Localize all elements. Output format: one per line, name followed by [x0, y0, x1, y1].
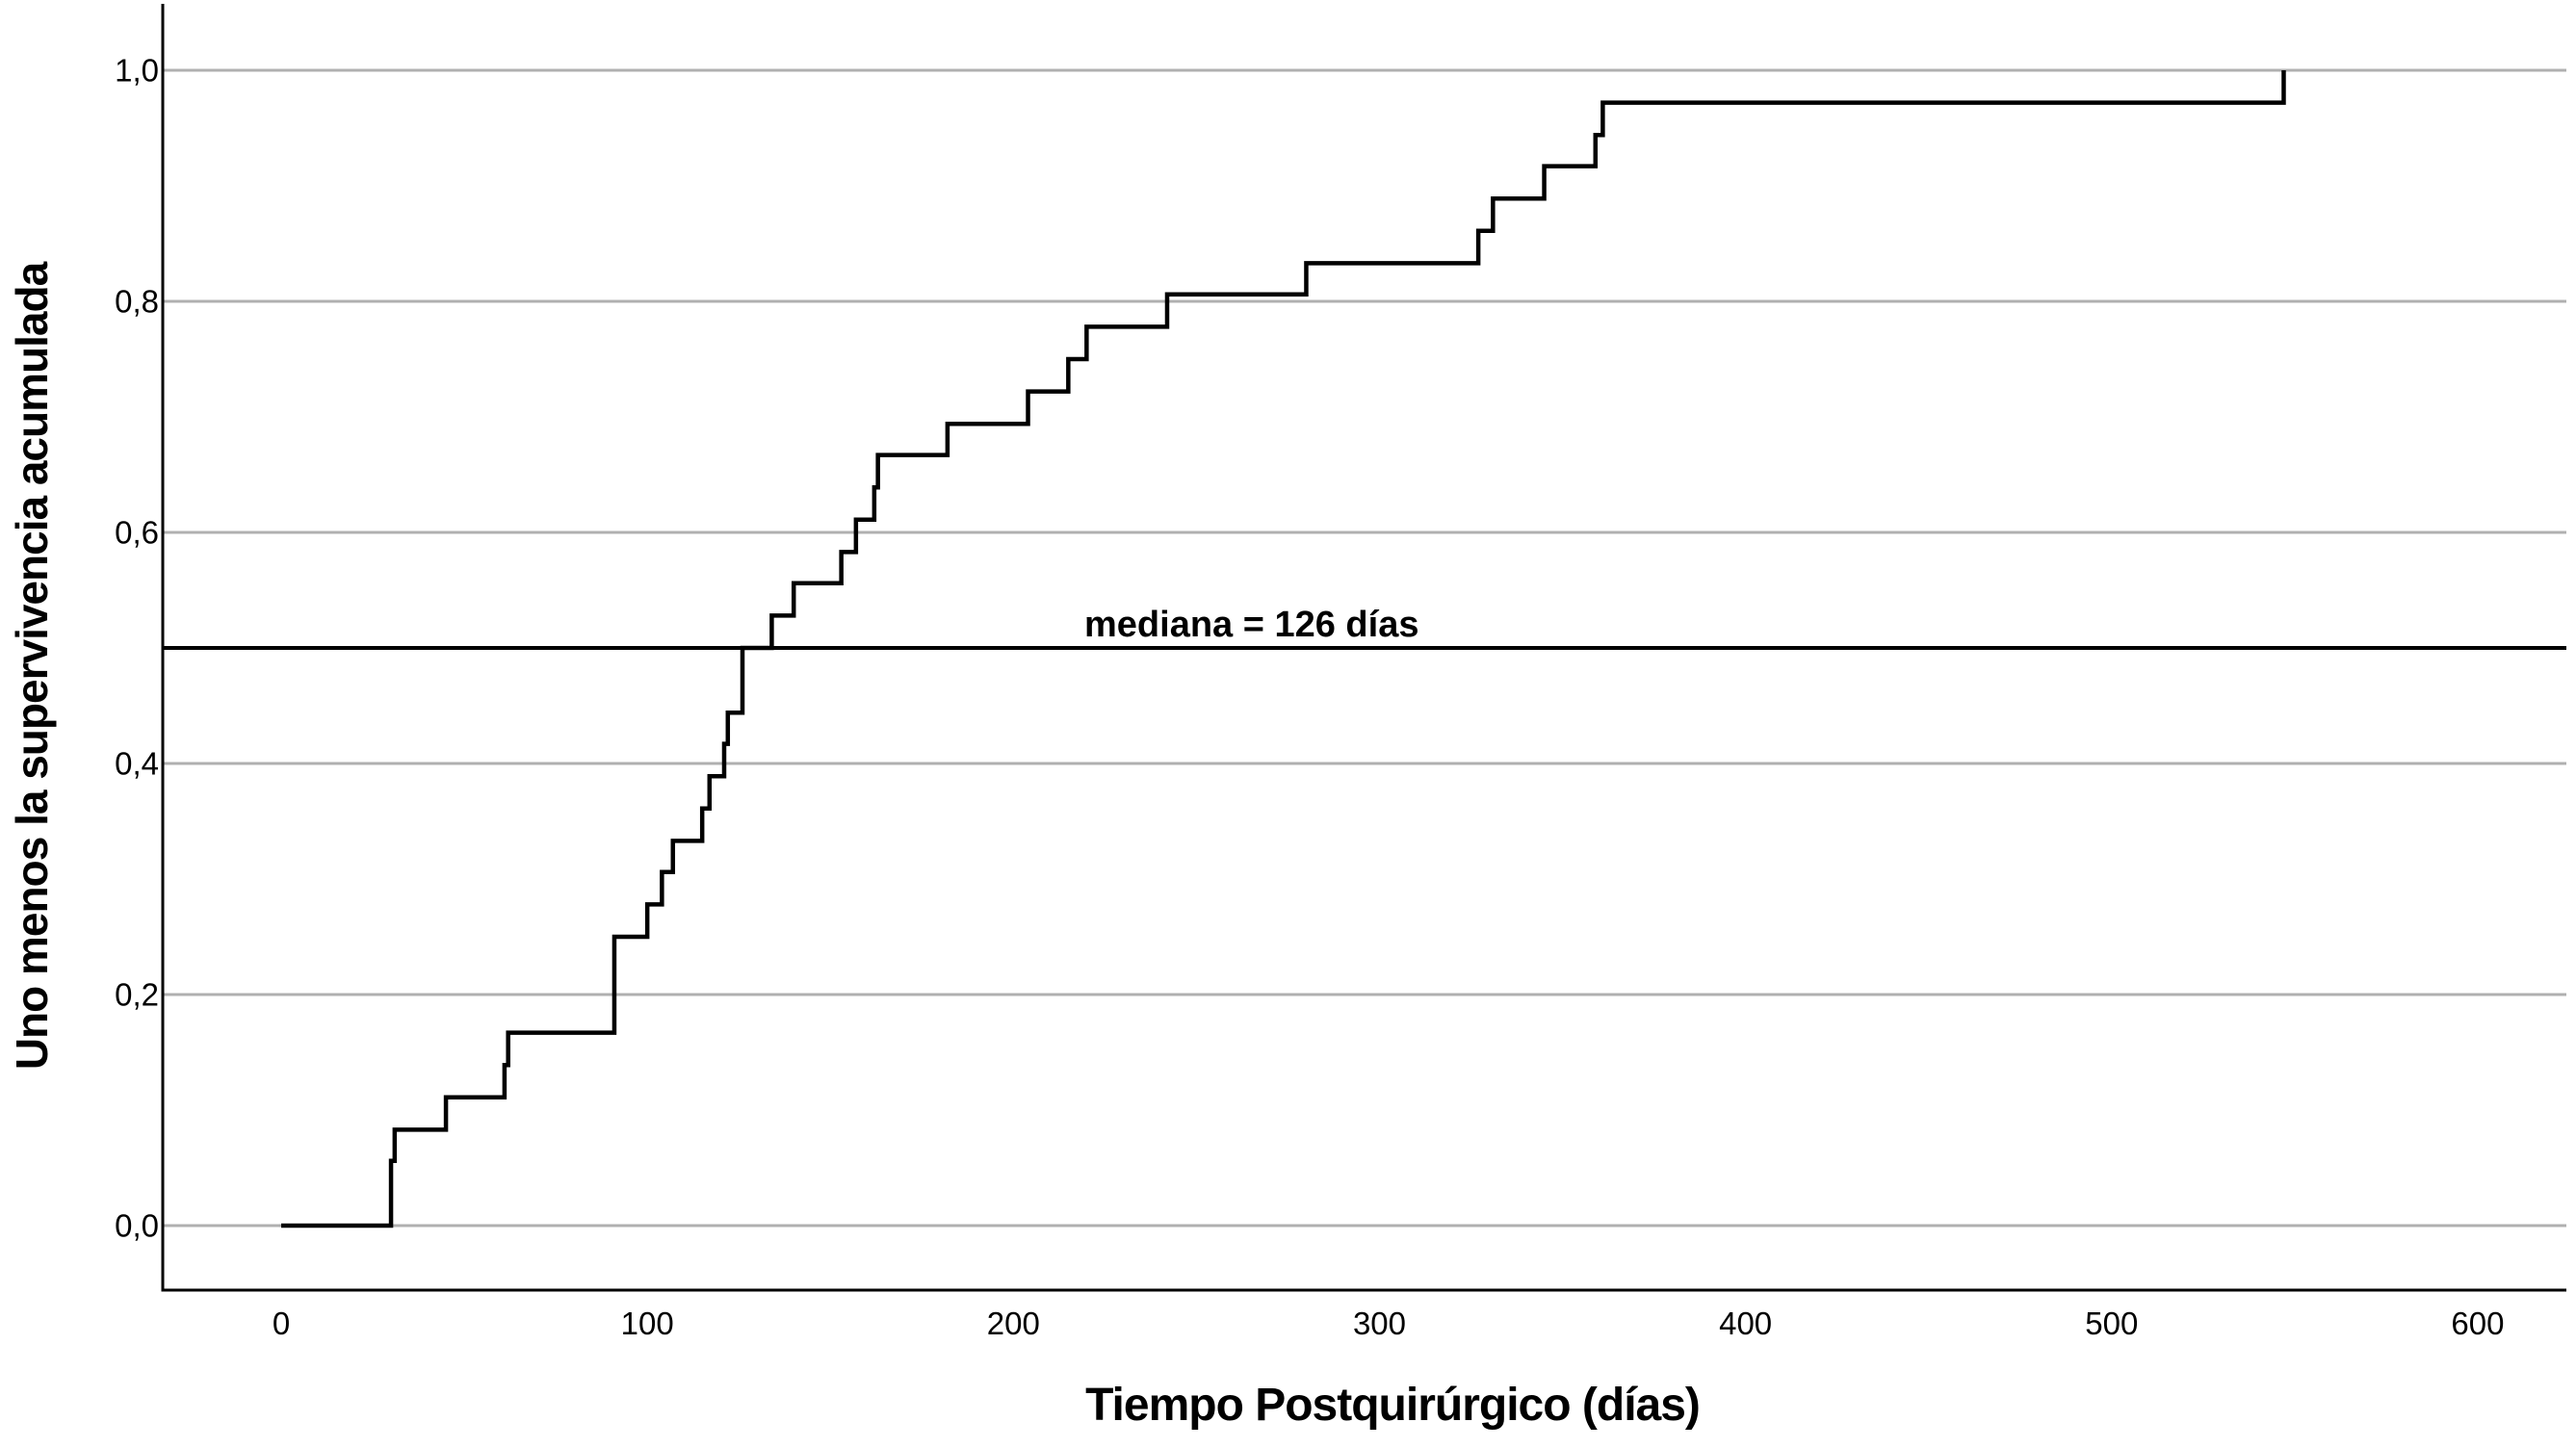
y-tick-label: 0,8 — [115, 283, 159, 320]
x-tick-label: 600 — [2451, 1306, 2505, 1341]
y-tick-label: 1,0 — [115, 52, 159, 89]
x-tick-label: 300 — [1352, 1306, 1406, 1341]
x-tick-label: 200 — [986, 1306, 1040, 1341]
x-tick-label: 500 — [2085, 1306, 2139, 1341]
median-annotation-label: mediana = 126 días — [1084, 605, 1419, 645]
y-tick-label: 0,6 — [115, 514, 159, 551]
y-tick-label: 0,0 — [115, 1207, 159, 1244]
x-tick-label: 400 — [1719, 1306, 1773, 1341]
y-tick-label: 0,4 — [115, 745, 159, 782]
x-tick-label: 0 — [272, 1306, 291, 1341]
x-tick-label: 100 — [620, 1306, 674, 1341]
survival-step-curve — [281, 70, 2286, 1228]
x-axis-title: Tiempo Postquirúrgico (días) — [1085, 1380, 1701, 1431]
y-axis-title: Uno menos la supervivencia acumulada — [7, 262, 57, 1071]
y-tick-label: 0,2 — [115, 976, 159, 1013]
